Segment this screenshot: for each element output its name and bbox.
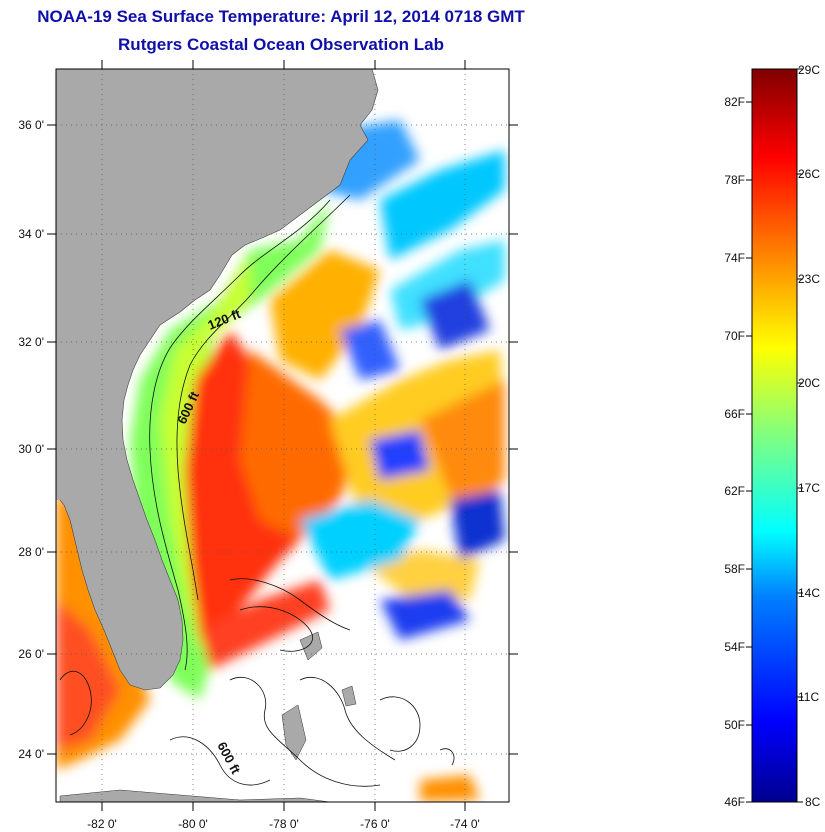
map-subtitle: Rutgers Coastal Ocean Observation Lab xyxy=(118,35,444,54)
lat-tick-label: 24 0' xyxy=(18,747,44,761)
colorbar-f-label: 58F xyxy=(724,562,745,576)
colorbar-c-label: 14C xyxy=(798,586,820,600)
graticule xyxy=(56,69,509,802)
lat-tick-label: 30 0' xyxy=(18,442,44,456)
axis-ticks xyxy=(47,60,518,811)
colorbar-c-label: 29C xyxy=(798,63,820,77)
gulf-coast-land xyxy=(56,470,92,500)
lat-tick-label: 26 0' xyxy=(18,647,44,661)
colorbar-f-label: 70F xyxy=(724,329,745,343)
colorbar-ticks xyxy=(746,68,803,803)
island xyxy=(281,704,307,761)
lat-tick-label: 34 0' xyxy=(18,227,44,241)
colorbar-c-label: 23C xyxy=(798,272,820,286)
island xyxy=(341,685,357,707)
bathymetry-contours xyxy=(59,194,455,787)
colorbar-c-label: 20C xyxy=(798,376,820,390)
map-title: NOAA-19 Sea Surface Temperature: April 1… xyxy=(37,7,525,26)
colorbar-c-label: 8C xyxy=(805,795,821,809)
colorbar-f-label: 62F xyxy=(724,484,745,498)
colorbar-f-label: 82F xyxy=(724,95,745,109)
lon-tick-label: -78 0' xyxy=(269,817,299,831)
colorbar-f-label: 66F xyxy=(724,407,745,421)
colorbar-c-label: 17C xyxy=(798,481,820,495)
lat-tick-label: 28 0' xyxy=(18,545,44,559)
land-mass xyxy=(56,69,379,691)
colorbar-c-label: 26C xyxy=(798,167,820,181)
lat-tick-label: 32 0' xyxy=(18,335,44,349)
colorbar-f-label: 78F xyxy=(724,173,745,187)
colorbar-f-label: 74F xyxy=(724,251,745,265)
lon-tick-label: -76 0' xyxy=(360,817,390,831)
lon-tick-label: -82 0' xyxy=(87,817,117,831)
lon-tick-label: -74 0' xyxy=(450,817,480,831)
colorbar-f-label: 54F xyxy=(724,640,745,654)
colorbar-f-label: 46F xyxy=(724,795,745,809)
colorbar-f-label: 50F xyxy=(724,718,745,732)
lat-tick-label: 36 0' xyxy=(18,118,44,132)
lon-tick-label: -80 0' xyxy=(178,817,208,831)
colorbar xyxy=(751,68,798,803)
map-frame xyxy=(55,68,510,803)
cuba-land xyxy=(59,789,331,802)
colorbar-c-label: 11C xyxy=(798,690,819,704)
